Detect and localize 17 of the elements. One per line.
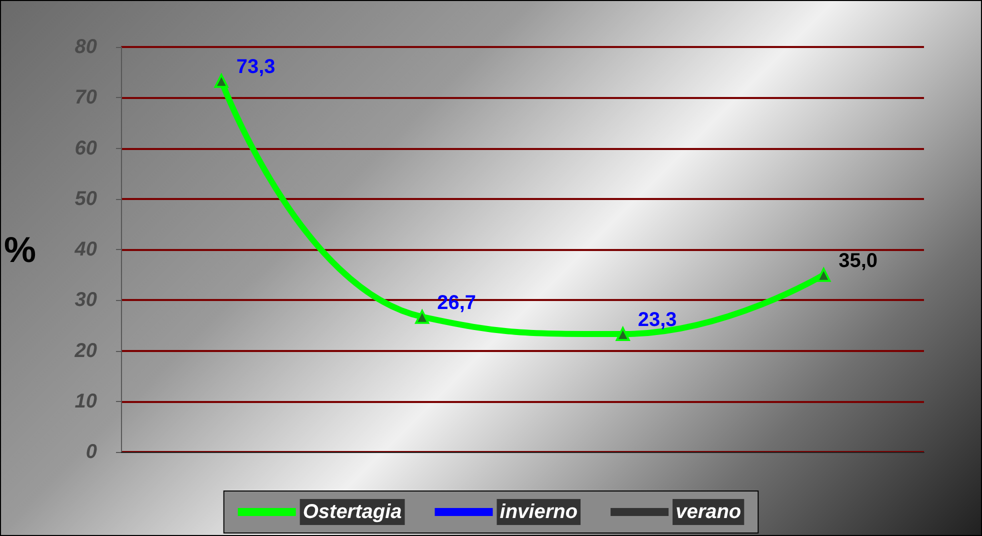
y-tick-label: 0 [86, 441, 98, 463]
legend-label: verano [676, 501, 742, 523]
point [816, 268, 831, 282]
point [616, 327, 630, 342]
y-tick-label: 20 [74, 340, 98, 362]
legend-label: Ostertagia [302, 501, 402, 523]
y-tick-label: 10 [74, 390, 98, 412]
y-tick-label: 30 [74, 289, 98, 312]
data-label: 73,3 [236, 56, 276, 78]
point [214, 74, 228, 88]
data-label: 23,3 [638, 309, 677, 332]
point [415, 310, 430, 324]
y-axis-title: % [4, 229, 36, 270]
data-label: 35,0 [838, 250, 878, 272]
y-tick-label: 50 [74, 188, 98, 210]
y-tick-label: 40 [74, 238, 98, 260]
legend-label: invierno [500, 501, 578, 523]
